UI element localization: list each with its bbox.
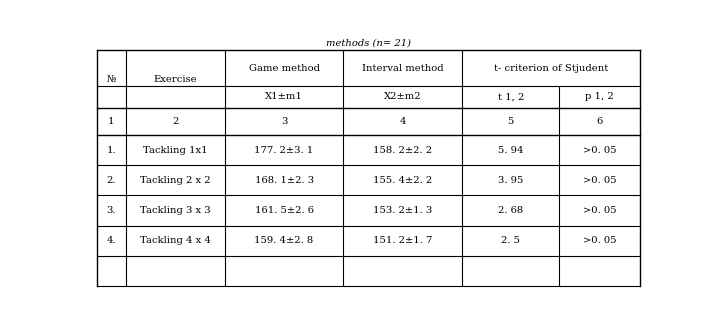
Text: 2.: 2. [106, 176, 116, 185]
Text: 2. 68: 2. 68 [498, 206, 523, 215]
Text: Tackling 1x1: Tackling 1x1 [143, 146, 208, 155]
Text: 5: 5 [508, 117, 514, 126]
Text: methods (n= 21): methods (n= 21) [326, 39, 411, 48]
Text: 6: 6 [597, 117, 603, 126]
Text: 4.: 4. [106, 236, 116, 245]
Text: 177. 2±3. 1: 177. 2±3. 1 [255, 146, 313, 155]
Text: 2: 2 [172, 117, 178, 126]
Text: >0. 05: >0. 05 [583, 146, 617, 155]
Text: 155. 4±2. 2: 155. 4±2. 2 [373, 176, 433, 185]
Text: t 1, 2: t 1, 2 [498, 92, 524, 101]
Text: >0. 05: >0. 05 [583, 206, 617, 215]
Text: Tackling 3 x 3: Tackling 3 x 3 [140, 206, 211, 215]
Text: X1±m1: X1±m1 [265, 92, 303, 101]
Text: 161. 5±2. 6: 161. 5±2. 6 [255, 206, 313, 215]
Text: 3: 3 [281, 117, 288, 126]
Text: 3.: 3. [106, 206, 116, 215]
Text: 2. 5: 2. 5 [501, 236, 521, 245]
Text: X2±m2: X2±m2 [384, 92, 421, 101]
Text: 5. 94: 5. 94 [498, 146, 523, 155]
Text: 1.: 1. [106, 146, 116, 155]
Text: 159. 4±2. 8: 159. 4±2. 8 [255, 236, 313, 245]
Text: 151. 2±1. 7: 151. 2±1. 7 [373, 236, 433, 245]
Text: Tackling 2 x 2: Tackling 2 x 2 [140, 176, 211, 185]
Text: 3. 95: 3. 95 [498, 176, 523, 185]
Text: Interval method: Interval method [362, 64, 444, 73]
Text: 168. 1±2. 3: 168. 1±2. 3 [255, 176, 313, 185]
Text: >0. 05: >0. 05 [583, 176, 617, 185]
Text: Tackling 4 x 4: Tackling 4 x 4 [140, 236, 211, 245]
Text: №: № [106, 75, 116, 84]
Text: p 1, 2: p 1, 2 [585, 92, 614, 101]
Text: Exercise: Exercise [154, 75, 197, 84]
Text: 158. 2±2. 2: 158. 2±2. 2 [373, 146, 432, 155]
Text: 153. 2±1. 3: 153. 2±1. 3 [373, 206, 433, 215]
Text: 1: 1 [108, 117, 114, 126]
Text: Game method: Game method [249, 64, 320, 73]
Text: t- criterion of Stjudent: t- criterion of Stjudent [494, 64, 608, 73]
Text: 4: 4 [400, 117, 406, 126]
Text: >0. 05: >0. 05 [583, 236, 617, 245]
